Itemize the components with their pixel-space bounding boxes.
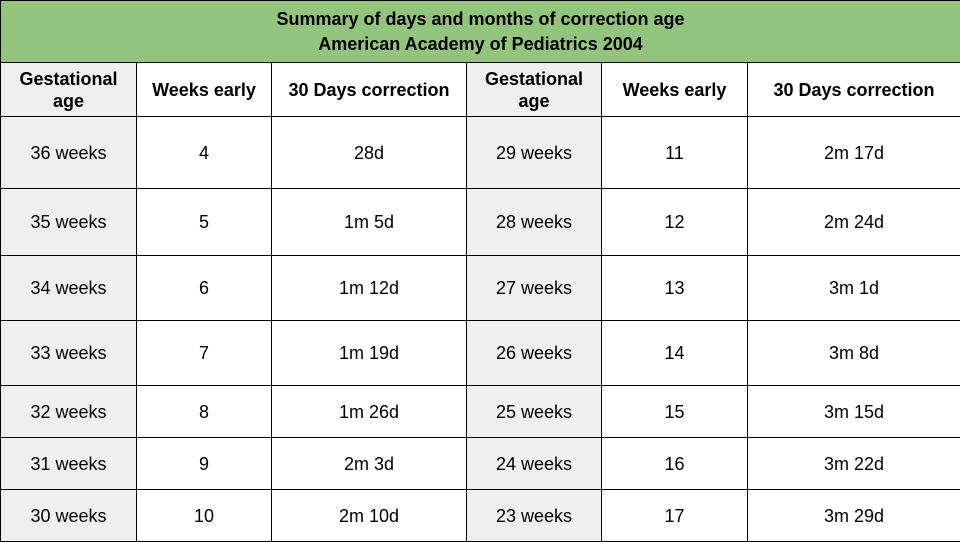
cell-correction-right: 2m 24d [748,189,960,256]
cell-weeks-early-right: 16 [602,438,748,490]
cell-weeks-early-right: 13 [602,256,748,321]
cell-weeks-early-left: 6 [137,256,272,321]
cell-correction-right: 3m 8d [748,321,960,386]
cell-correction-left: 1m 19d [272,321,467,386]
header-gestational-age-right: Gestational age [467,63,602,117]
header-correction-left: 30 Days correction [272,63,467,117]
cell-correction-left: 1m 12d [272,256,467,321]
cell-weeks-early-right: 17 [602,490,748,542]
cell-gestational-age-right: 27 weeks [467,256,602,321]
header-correction-right: 30 Days correction [748,63,960,117]
header-weeks-early-left: Weeks early [137,63,272,117]
cell-correction-left: 28d [272,117,467,189]
cell-weeks-early-right: 11 [602,117,748,189]
cell-gestational-age-left: 34 weeks [1,256,137,321]
cell-correction-left: 2m 3d [272,438,467,490]
cell-correction-left: 2m 10d [272,490,467,542]
cell-gestational-age-left: 32 weeks [1,386,137,438]
cell-gestational-age-left: 36 weeks [1,117,137,189]
cell-weeks-early-left: 4 [137,117,272,189]
header-gestational-age-left: Gestational age [1,63,137,117]
cell-gestational-age-right: 23 weeks [467,490,602,542]
cell-weeks-early-right: 12 [602,189,748,256]
cell-gestational-age-right: 26 weeks [467,321,602,386]
cell-gestational-age-right: 28 weeks [467,189,602,256]
cell-weeks-early-left: 8 [137,386,272,438]
cell-correction-right: 3m 22d [748,438,960,490]
cell-gestational-age-left: 31 weeks [1,438,137,490]
cell-weeks-early-left: 5 [137,189,272,256]
title-row: Summary of days and months of correction… [1,1,960,63]
cell-gestational-age-left: 35 weeks [1,189,137,256]
cell-correction-right: 3m 15d [748,386,960,438]
cell-gestational-age-right: 24 weeks [467,438,602,490]
cell-correction-right: 2m 17d [748,117,960,189]
cell-correction-right: 3m 1d [748,256,960,321]
cell-weeks-early-left: 9 [137,438,272,490]
header-weeks-early-right: Weeks early [602,63,748,117]
cell-gestational-age-left: 30 weeks [1,490,137,542]
header-row: Gestational age Weeks early 30 Days corr… [1,63,960,117]
cell-gestational-age-right: 29 weeks [467,117,602,189]
title-line-1: Summary of days and months of correction… [5,7,956,32]
table-title: Summary of days and months of correction… [1,1,960,63]
cell-gestational-age-left: 33 weeks [1,321,137,386]
cell-correction-left: 1m 5d [272,189,467,256]
cell-weeks-early-left: 7 [137,321,272,386]
cell-weeks-early-right: 15 [602,386,748,438]
title-line-2: American Academy of Pediatrics 2004 [5,32,956,57]
cell-gestational-age-right: 25 weeks [467,386,602,438]
cell-weeks-early-right: 14 [602,321,748,386]
cell-correction-right: 3m 29d [748,490,960,542]
cell-correction-left: 1m 26d [272,386,467,438]
cell-weeks-early-left: 10 [137,490,272,542]
